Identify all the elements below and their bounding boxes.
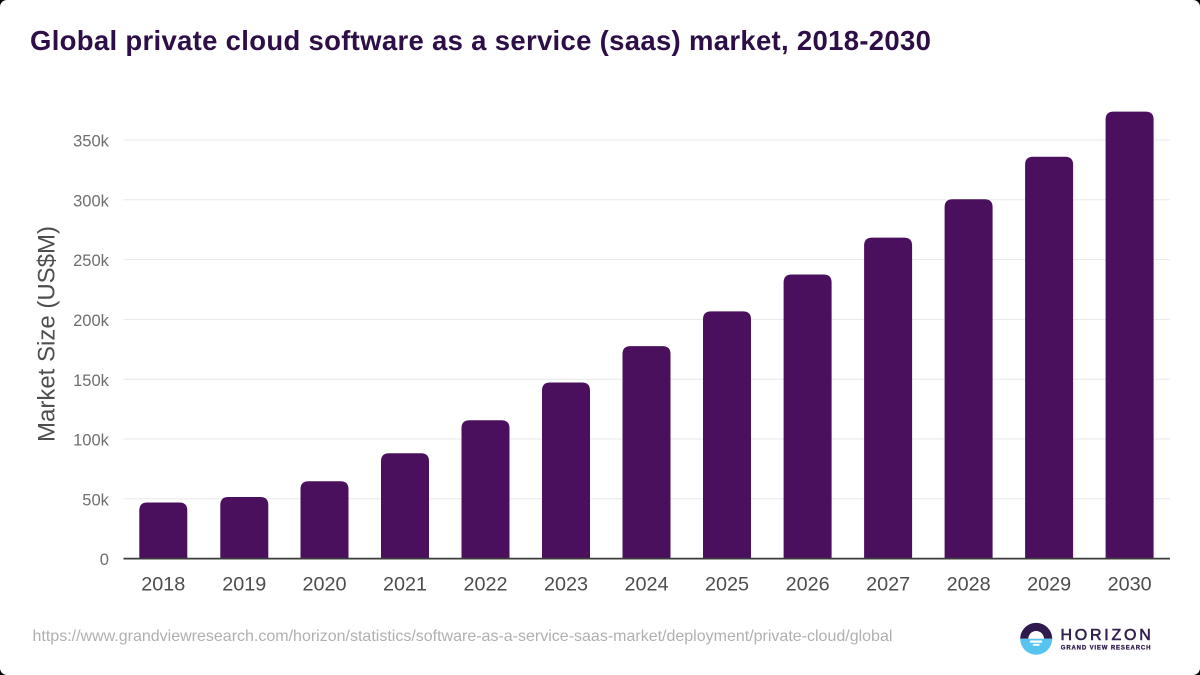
svg-text:2020: 2020 <box>302 574 346 596</box>
svg-text:300k: 300k <box>73 192 110 210</box>
svg-text:2024: 2024 <box>624 574 668 596</box>
svg-text:2027: 2027 <box>866 574 910 596</box>
svg-text:2030: 2030 <box>1108 574 1152 596</box>
svg-text:2023: 2023 <box>544 574 588 596</box>
svg-text:150k: 150k <box>73 372 110 390</box>
svg-text:2029: 2029 <box>1027 574 1071 596</box>
svg-text:Market Size (US$M): Market Size (US$M) <box>34 226 61 442</box>
svg-text:2019: 2019 <box>222 574 266 596</box>
svg-text:50k: 50k <box>82 491 109 509</box>
svg-text:HORIZON: HORIZON <box>1061 627 1154 644</box>
svg-text:2026: 2026 <box>786 574 830 596</box>
svg-text:200k: 200k <box>73 312 110 330</box>
svg-text:2021: 2021 <box>383 574 427 596</box>
svg-text:100k: 100k <box>73 432 110 450</box>
svg-text:2018: 2018 <box>141 574 185 596</box>
svg-text:2022: 2022 <box>463 574 507 596</box>
svg-text:GRAND VIEW RESEARCH: GRAND VIEW RESEARCH <box>1061 645 1152 651</box>
svg-text:2028: 2028 <box>947 574 991 596</box>
svg-text:0: 0 <box>100 551 109 569</box>
svg-text:2025: 2025 <box>705 574 749 596</box>
svg-text:350k: 350k <box>73 133 110 151</box>
svg-text:250k: 250k <box>73 252 110 270</box>
